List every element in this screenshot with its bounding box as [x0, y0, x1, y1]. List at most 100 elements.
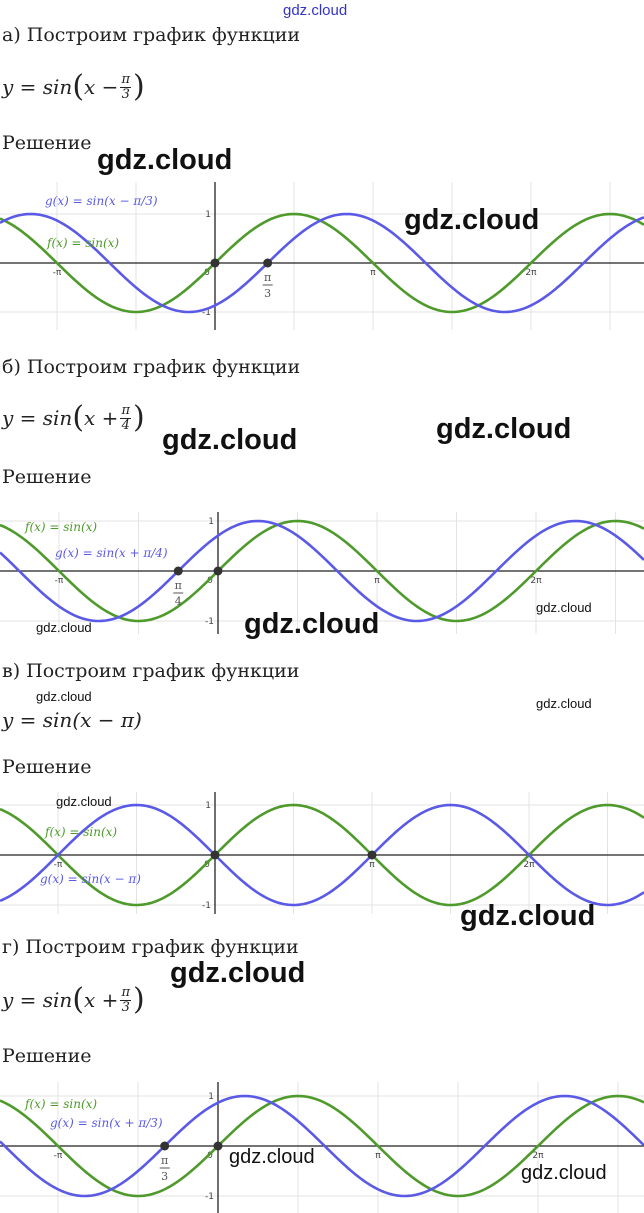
g-curve	[0, 803, 644, 907]
watermark: gdz.cloud	[244, 608, 380, 640]
formula-arg: x +	[84, 988, 119, 1012]
zero-point	[213, 1141, 223, 1151]
y-tick-label: 1	[205, 801, 211, 811]
formula-lhs: y = sin	[2, 988, 73, 1012]
y-tick-label: 1	[208, 1092, 214, 1102]
watermark: gdz.cloud	[536, 696, 592, 711]
x-tick-label: -π	[54, 860, 63, 870]
x-tick-label: 2π	[523, 860, 535, 870]
solution-label: Решение	[2, 132, 92, 154]
fraction-tick-den: 4	[175, 595, 182, 608]
x-tick-label: 0	[207, 1151, 213, 1161]
g-curve	[0, 519, 644, 623]
paren: (	[72, 400, 85, 435]
section-a-heading: а) Построим график функции	[2, 24, 301, 46]
solution-label: Решение	[2, 466, 92, 488]
fraction-num: π	[120, 402, 131, 419]
fraction-tick-den: 3	[264, 287, 271, 300]
watermark: gdz.cloud	[404, 204, 540, 236]
section-g-formula: y = sin(x + π 3)	[2, 985, 145, 1015]
y-tick-label: -1	[205, 617, 214, 627]
x-tick-label: π	[369, 860, 375, 870]
zero-point	[160, 1141, 170, 1151]
section-b-heading: б) Построим график функции	[2, 356, 301, 378]
watermark: gdz.cloud	[56, 794, 112, 809]
y-tick-label: -1	[205, 1192, 214, 1202]
x-tick-label: π	[375, 1151, 381, 1161]
y-tick-label: -1	[202, 308, 211, 318]
fraction-tick-num: π	[175, 579, 182, 592]
solution-label: Решение	[2, 756, 92, 778]
g-curve	[0, 212, 644, 314]
legend-f: f(x) = sin(x)	[45, 825, 118, 839]
x-tick-label: π	[370, 268, 376, 278]
x-tick-label: -π	[55, 576, 64, 586]
section-a-formula: y = sin(x − π 3)	[2, 72, 145, 102]
chart-v: -π 0 π 2π 1 -1	[0, 792, 644, 914]
formula-arg: x −	[84, 75, 119, 99]
legend-g: g(x) = sin(x − π)	[40, 872, 141, 886]
legend-f: f(x) = sin(x)	[25, 1097, 98, 1111]
g-curve	[0, 1094, 644, 1198]
x-tick-label: 2π	[525, 268, 537, 278]
fraction-num: π	[120, 984, 131, 1001]
x-tick-label: -π	[54, 1151, 63, 1161]
watermark: gdz.cloud	[436, 413, 572, 445]
x-tick-label: 2π	[530, 576, 542, 586]
watermark: gdz.cloud	[162, 424, 298, 456]
formula-lhs: y = sin	[2, 406, 73, 430]
f-curve	[0, 212, 644, 314]
zero-point	[213, 566, 223, 576]
chart-b: -π 0 π 2π 1 -1 π 4	[0, 512, 644, 634]
x-tick-label: -π	[53, 268, 62, 278]
zero-point	[367, 850, 377, 860]
watermark: gdz.cloud	[36, 689, 92, 704]
legend-g: g(x) = sin(x + π/4)	[55, 546, 168, 560]
chart-g: -π 0 π 2π 1 -1 π 3	[0, 1082, 644, 1213]
fraction-tick-num: π	[264, 271, 271, 284]
legend-g: g(x) = sin(x + π/3)	[50, 1116, 163, 1130]
section-v-formula: y = sin(x − π)	[2, 708, 142, 732]
zero-point	[210, 850, 220, 860]
f-curve	[0, 519, 644, 623]
fraction-num: π	[120, 71, 131, 88]
x-tick-label: 0	[207, 576, 213, 586]
f-curve	[0, 1094, 644, 1198]
section-v-heading: в) Построим график функции	[2, 660, 300, 682]
fraction-den: 3	[121, 999, 130, 1015]
paren: (	[72, 982, 85, 1017]
watermark: gdz.cloud	[536, 600, 592, 615]
fraction-den: 4	[121, 417, 130, 433]
chart-a: -π 0 π 2π 1 -1 π 3	[0, 182, 644, 330]
zero-point	[173, 566, 183, 576]
zero-point	[210, 258, 220, 268]
watermark: gdz.cloud	[460, 900, 596, 932]
solution-label: Решение	[2, 1045, 92, 1067]
x-tick-label: 2π	[532, 1151, 544, 1161]
paren: )	[132, 69, 145, 104]
watermark: gdz.cloud	[170, 957, 306, 989]
legend-g: g(x) = sin(x − π/3)	[45, 194, 158, 208]
fraction-tick-num: π	[161, 1154, 168, 1167]
formula-lhs: y = sin	[2, 75, 73, 99]
watermark: gdz.cloud	[521, 1162, 607, 1184]
legend-f: f(x) = sin(x)	[25, 520, 98, 534]
watermark: gdz.cloud	[36, 620, 92, 635]
fraction-den: 3	[121, 86, 130, 102]
x-tick-label: 0	[204, 268, 210, 278]
x-tick-label: π	[374, 576, 380, 586]
paren: )	[132, 982, 145, 1017]
legend-f: f(x) = sin(x)	[47, 236, 120, 250]
zero-point	[263, 258, 273, 268]
y-tick-label: 1	[208, 517, 214, 527]
paren: )	[132, 400, 145, 435]
y-tick-label: -1	[202, 901, 211, 911]
watermark: gdz.cloud	[229, 1146, 315, 1168]
section-g-heading: г) Построим график функции	[2, 936, 299, 958]
paren: (	[72, 69, 85, 104]
formula-arg: x +	[84, 406, 119, 430]
